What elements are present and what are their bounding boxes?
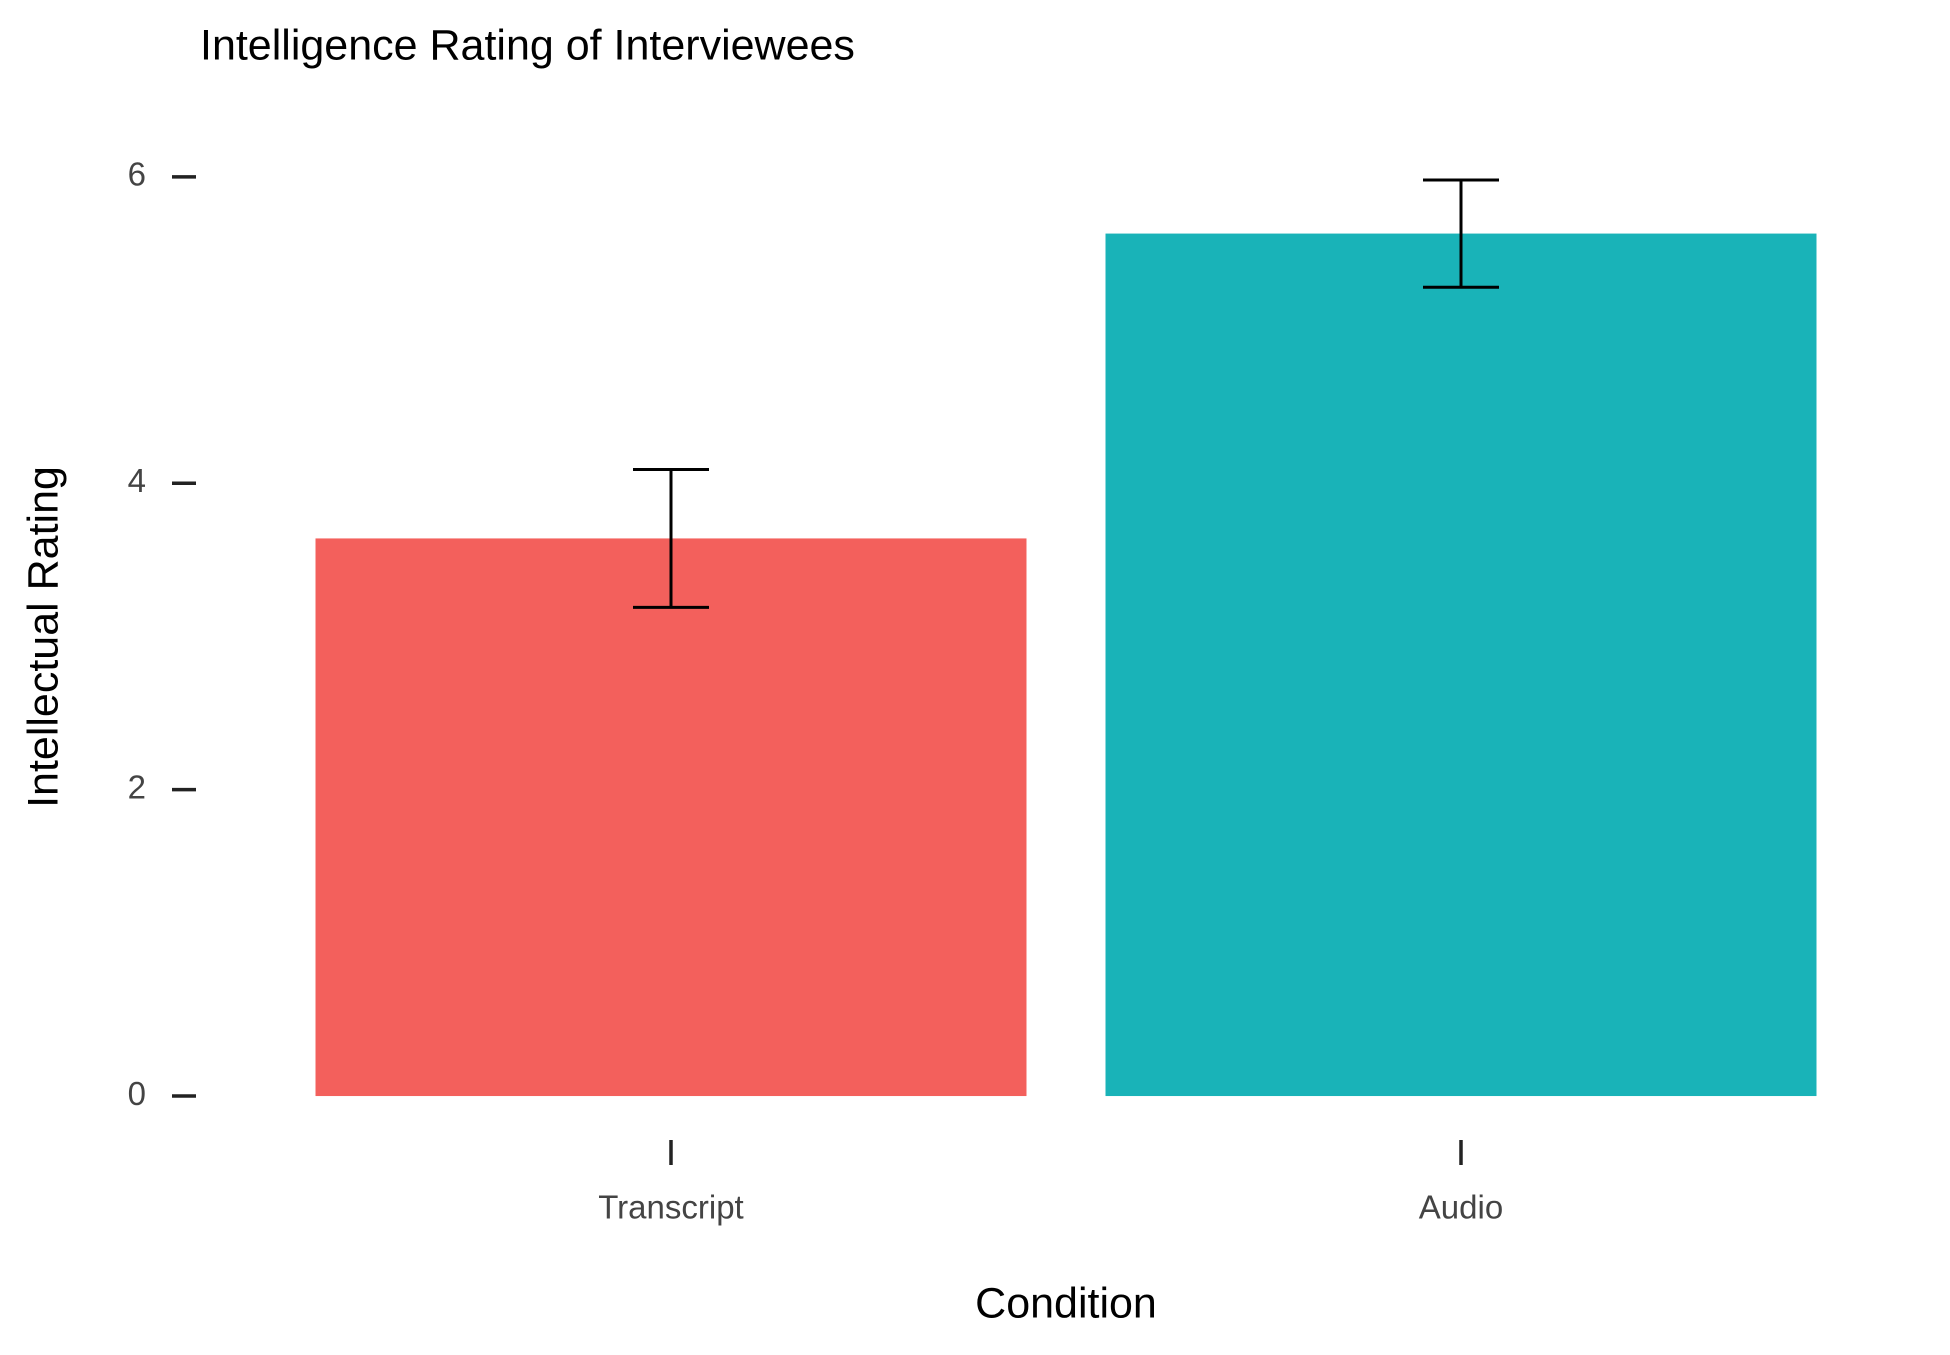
error-bar bbox=[633, 467, 709, 609]
chart-title: Intelligence Rating of Interviewees bbox=[200, 21, 855, 69]
y-axis-title: Intellectual Rating bbox=[19, 466, 67, 808]
y-tick-label: 6 bbox=[128, 156, 146, 193]
y-tick-label: 2 bbox=[128, 768, 146, 805]
x-tick-label: Transcript bbox=[598, 1189, 743, 1226]
bar bbox=[315, 538, 1027, 1097]
y-tick-label: 0 bbox=[128, 1075, 146, 1112]
x-tick-label: Audio bbox=[1419, 1189, 1503, 1226]
x-axis-title: Condition bbox=[975, 1279, 1157, 1327]
bar bbox=[1105, 233, 1817, 1097]
y-tick-label: 4 bbox=[128, 462, 146, 499]
error-bar bbox=[1423, 178, 1499, 289]
